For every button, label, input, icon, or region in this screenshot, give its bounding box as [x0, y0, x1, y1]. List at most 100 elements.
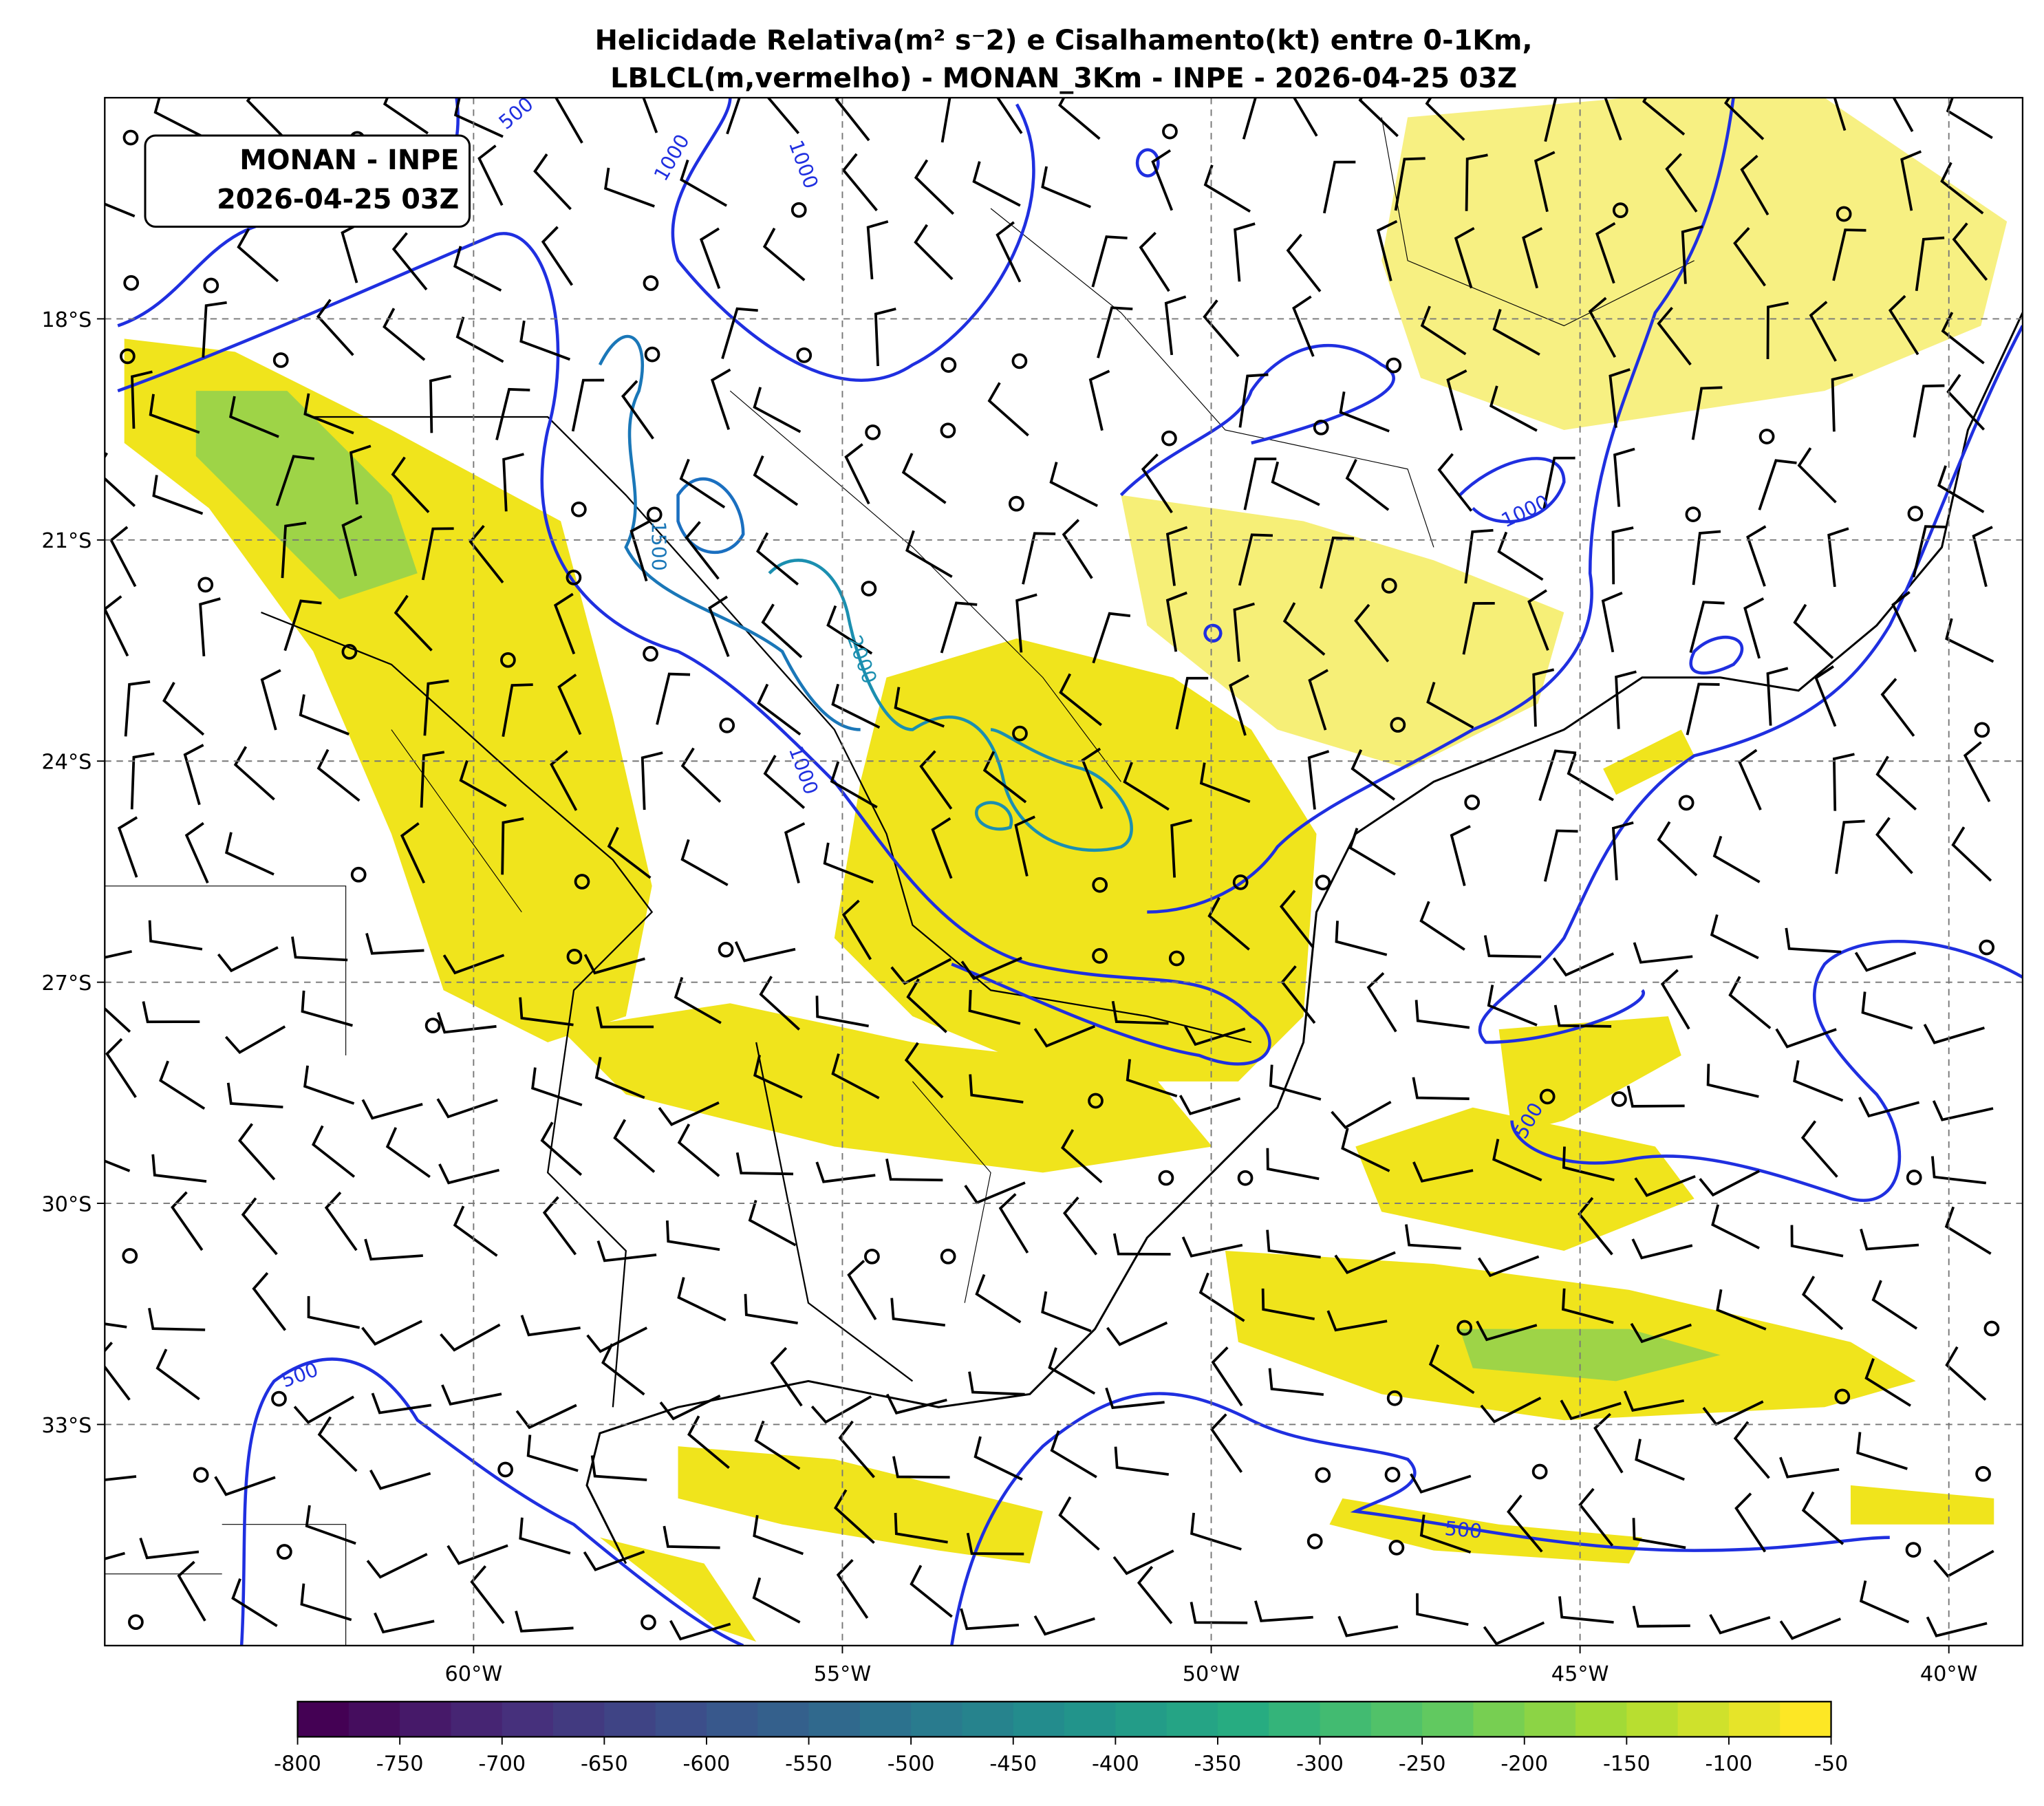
wind-barb	[109, 526, 137, 588]
wind-barb	[366, 1553, 428, 1579]
wind-barb	[526, 1434, 579, 1472]
wind-barb	[890, 1298, 946, 1327]
wind-barb	[1775, 1028, 1837, 1049]
wind-barb	[1492, 1139, 1542, 1182]
colorbar: -800 -750 -700 -650 -600 -550 -500 -450 -400 -350…	[274, 1701, 1848, 1776]
wind-barb	[1292, 98, 1318, 137]
wind-barb	[520, 1315, 581, 1337]
calm-marker	[1092, 877, 1108, 893]
wind-barb	[246, 98, 286, 139]
calm-marker	[341, 643, 358, 660]
wind-barb	[1856, 1432, 1908, 1470]
calm-marker	[1975, 1465, 1991, 1482]
wind-barb	[735, 1152, 794, 1176]
wind-barb	[1320, 536, 1355, 589]
calm-marker	[1758, 429, 1775, 444]
wind-barb	[1326, 1310, 1388, 1332]
calm-marker	[1611, 1091, 1627, 1107]
wind-barb	[1190, 1602, 1248, 1624]
colorbar-tick-label: -600	[683, 1752, 731, 1776]
wind-barb	[1254, 1600, 1313, 1622]
wind-barb	[1048, 1347, 1096, 1395]
y-tick-label: 21°S	[41, 529, 92, 553]
wind-barb	[1062, 1196, 1098, 1256]
wind-barb	[894, 1512, 948, 1544]
colorbar-swatch	[1269, 1701, 1321, 1737]
calm-marker	[1384, 1467, 1401, 1483]
wind-barb	[1712, 835, 1761, 883]
wind-barb	[311, 1125, 356, 1178]
y-tick-label: 27°S	[41, 971, 92, 996]
wind-barb	[1740, 154, 1769, 216]
calm-marker	[197, 577, 214, 593]
wind-barb	[1858, 1097, 1920, 1118]
calm-marker	[1983, 1320, 2000, 1337]
wind-barb	[226, 1082, 283, 1109]
wind-barb	[753, 455, 799, 506]
wind-barb	[1181, 1236, 1243, 1258]
wind-barb	[663, 1525, 720, 1549]
wind-barb	[1041, 166, 1092, 208]
wind-barb	[1733, 227, 1767, 287]
wind-barb	[1233, 602, 1255, 662]
calm-marker	[203, 277, 219, 294]
wind-barb	[1492, 308, 1540, 356]
contour-label: 2000	[843, 632, 881, 687]
wind-barb	[1611, 821, 1634, 881]
wind-barb	[237, 228, 279, 283]
wind-barb	[748, 1200, 797, 1247]
wind-barb	[324, 1191, 358, 1251]
colorbar-swatch	[1575, 1701, 1628, 1737]
calm-marker	[123, 275, 140, 291]
wind-barb	[1266, 1148, 1320, 1181]
wind-barb	[1412, 1077, 1470, 1100]
calm-marker	[790, 202, 807, 218]
wind-barb	[229, 396, 279, 438]
wind-barb	[1292, 295, 1315, 357]
wind-barb	[1588, 297, 1617, 358]
wind-barb	[721, 307, 758, 359]
wind-barb	[1334, 1251, 1396, 1274]
calm-marker	[1168, 950, 1185, 967]
wind-barb	[317, 1416, 358, 1472]
wind-barb	[149, 394, 200, 434]
wind-barb	[1190, 1512, 1242, 1551]
calm-marker	[719, 717, 735, 733]
wind-barb	[148, 1307, 206, 1331]
wind-barb	[583, 954, 645, 975]
wind-barb	[1944, 1206, 1992, 1255]
wind-barb	[1562, 1146, 1615, 1181]
wind-barb	[964, 1181, 1026, 1205]
colorbar-swatch	[553, 1701, 605, 1737]
calm-marker	[1158, 1170, 1174, 1186]
wind-barb	[151, 1154, 207, 1183]
wind-barb	[1179, 1095, 1241, 1116]
wind-barb	[1165, 526, 1188, 586]
wind-barb	[1758, 459, 1797, 510]
wind-barb	[1766, 667, 1789, 726]
wind-barb	[1809, 301, 1837, 362]
wind-barb	[699, 227, 721, 289]
wind-barb	[293, 1395, 354, 1424]
wind-barb	[341, 515, 363, 577]
wind-barb	[766, 98, 800, 135]
colorbar-swatch	[1320, 1701, 1372, 1737]
wind-barb	[1542, 456, 1575, 510]
wind-barb	[1766, 301, 1789, 360]
wind-barb	[1033, 1024, 1096, 1048]
wind-barb	[1261, 1288, 1315, 1321]
wind-barb	[1410, 1473, 1472, 1494]
wind-barb	[1611, 526, 1634, 585]
wind-barb	[919, 750, 953, 810]
calm-marker	[940, 1248, 956, 1265]
wind-barb	[641, 751, 663, 810]
calm-marker	[193, 1467, 209, 1483]
wind-barb	[1480, 1397, 1542, 1423]
wind-barb	[607, 826, 652, 879]
wind-barb	[885, 1159, 943, 1182]
calm-marker	[641, 1614, 656, 1631]
wind-barb	[260, 669, 281, 731]
colorbar-tick-label: -800	[274, 1752, 321, 1776]
wind-barb	[1112, 1233, 1171, 1256]
